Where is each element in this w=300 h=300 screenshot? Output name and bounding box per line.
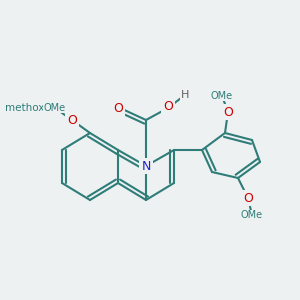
Text: OMe: OMe	[44, 103, 66, 113]
Text: OMe: OMe	[241, 210, 263, 220]
Text: O: O	[223, 106, 233, 118]
Text: O: O	[243, 191, 253, 205]
Text: methoxy: methoxy	[4, 103, 50, 113]
Text: methoxy: methoxy	[52, 107, 58, 109]
Text: O: O	[67, 113, 77, 127]
Text: O: O	[163, 100, 173, 112]
Text: N: N	[141, 160, 151, 172]
Text: OMe: OMe	[211, 91, 233, 101]
Text: H: H	[181, 90, 189, 100]
Text: O: O	[113, 101, 123, 115]
